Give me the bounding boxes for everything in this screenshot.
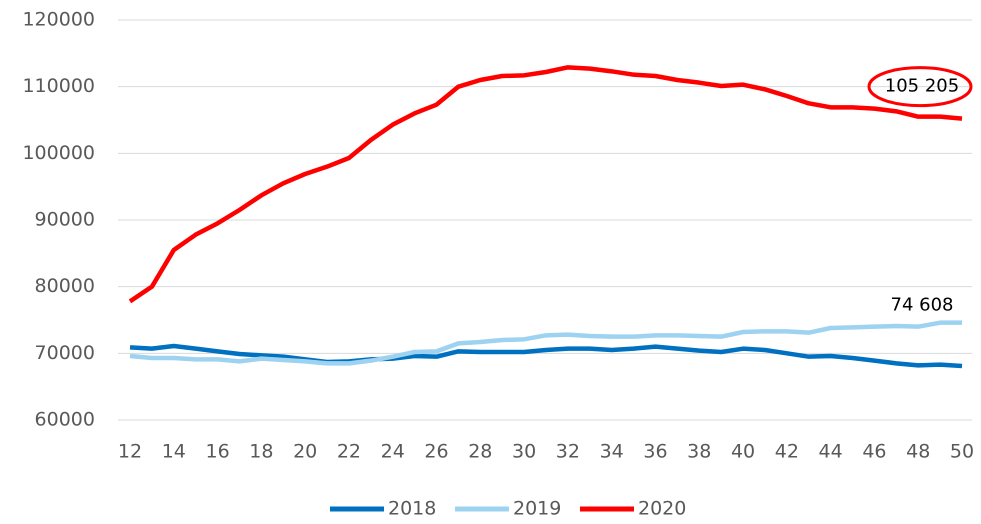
series-line bbox=[129, 343, 963, 369]
y-tick-label: 90000 bbox=[35, 209, 95, 231]
x-tick-label: 44 bbox=[819, 441, 843, 463]
x-tick-label: 38 bbox=[687, 441, 711, 463]
x-tick-label: 12 bbox=[118, 441, 142, 463]
y-tick-label: 100000 bbox=[22, 142, 95, 164]
y-tick-label: 60000 bbox=[35, 409, 95, 431]
x-tick-label: 14 bbox=[162, 441, 186, 463]
x-tick-label: 28 bbox=[468, 441, 492, 463]
series-line bbox=[128, 65, 963, 304]
legend-label: 2020 bbox=[638, 498, 686, 520]
x-tick-label: 22 bbox=[337, 441, 361, 463]
legend-label: 2019 bbox=[513, 498, 561, 520]
x-tick-label: 34 bbox=[600, 441, 624, 463]
x-tick-label: 18 bbox=[249, 441, 273, 463]
highlight-circle bbox=[867, 66, 973, 108]
y-tick-label: 120000 bbox=[22, 9, 95, 31]
x-tick-label: 42 bbox=[775, 441, 799, 463]
x-tick-label: 46 bbox=[862, 441, 886, 463]
x-tick-label: 24 bbox=[381, 441, 405, 463]
x-tick-label: 30 bbox=[512, 441, 536, 463]
x-tick-label: 26 bbox=[424, 441, 448, 463]
x-tick-label: 16 bbox=[205, 441, 229, 463]
x-tick-label: 32 bbox=[556, 441, 580, 463]
x-tick-label: 20 bbox=[293, 441, 317, 463]
x-tick-label: 40 bbox=[731, 441, 755, 463]
series-line bbox=[129, 320, 963, 366]
y-tick-label: 110000 bbox=[22, 75, 95, 97]
y-tick-label: 80000 bbox=[35, 275, 95, 297]
data-label: 105 205 bbox=[885, 76, 959, 97]
x-tick-label: 48 bbox=[906, 441, 930, 463]
x-tick-label: 36 bbox=[643, 441, 667, 463]
data-label: 74 608 bbox=[891, 295, 954, 316]
y-tick-label: 70000 bbox=[35, 342, 95, 364]
legend-label: 2018 bbox=[388, 498, 436, 520]
x-tick-label: 50 bbox=[950, 441, 974, 463]
